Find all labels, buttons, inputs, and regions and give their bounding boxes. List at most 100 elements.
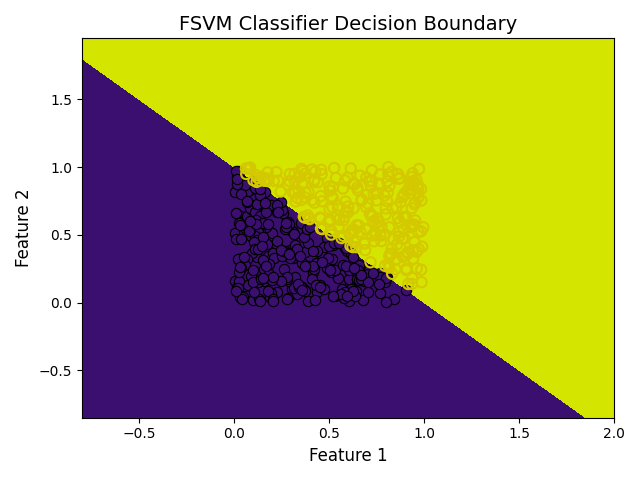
Point xyxy=(278,247,288,255)
Point xyxy=(374,280,384,288)
Point xyxy=(380,230,390,238)
Point xyxy=(412,248,422,255)
Point xyxy=(333,205,343,213)
Point xyxy=(330,266,340,274)
Point xyxy=(276,252,287,260)
Point xyxy=(384,252,394,260)
Point xyxy=(399,191,409,198)
Point xyxy=(359,276,369,284)
Point xyxy=(268,273,278,280)
Point xyxy=(324,183,335,191)
Point xyxy=(293,252,303,259)
Point xyxy=(272,208,282,216)
Point xyxy=(282,295,292,303)
Point xyxy=(244,228,254,235)
Point xyxy=(407,280,417,288)
Point xyxy=(341,292,351,300)
Point xyxy=(412,264,422,272)
Point xyxy=(364,266,374,274)
Point xyxy=(259,265,269,273)
Point xyxy=(255,190,266,198)
Point xyxy=(339,213,349,221)
Point xyxy=(413,181,423,189)
Point xyxy=(406,189,416,197)
Point xyxy=(375,274,385,281)
Point xyxy=(262,168,273,176)
Point xyxy=(381,204,391,212)
Point xyxy=(292,280,303,288)
Point xyxy=(275,246,285,253)
Point xyxy=(338,185,348,192)
Point xyxy=(289,230,299,238)
Point xyxy=(383,261,394,268)
Point xyxy=(243,255,253,263)
Point xyxy=(232,180,243,188)
Point xyxy=(236,176,246,183)
Point xyxy=(346,165,356,172)
Point xyxy=(250,232,260,240)
Point xyxy=(390,265,401,273)
Point xyxy=(381,298,392,306)
Point xyxy=(417,278,427,286)
Point xyxy=(284,219,294,227)
Point xyxy=(323,264,333,271)
Point xyxy=(278,209,288,216)
Point xyxy=(348,243,358,251)
Point xyxy=(261,262,271,269)
Point xyxy=(349,226,360,234)
Point xyxy=(237,295,248,303)
Point xyxy=(275,277,285,285)
Point xyxy=(248,177,259,184)
Point xyxy=(392,204,402,211)
Point xyxy=(367,212,378,220)
Point xyxy=(266,293,276,301)
Point xyxy=(234,294,244,301)
Point xyxy=(232,255,243,263)
Point xyxy=(272,288,282,296)
Point xyxy=(416,266,426,274)
Point xyxy=(318,243,328,251)
Point xyxy=(284,251,294,258)
Point xyxy=(236,191,246,198)
Point xyxy=(383,163,394,171)
Point xyxy=(368,217,378,225)
Point xyxy=(342,174,353,181)
Point xyxy=(354,222,364,229)
Point xyxy=(289,178,300,185)
Point xyxy=(362,226,372,234)
Point xyxy=(252,232,262,240)
Point xyxy=(373,218,383,226)
Point xyxy=(249,288,259,296)
Point xyxy=(310,296,320,303)
Point xyxy=(237,293,248,301)
Point xyxy=(303,297,313,305)
Point xyxy=(390,256,401,264)
Point xyxy=(255,297,265,304)
Point xyxy=(246,206,257,214)
Point xyxy=(312,248,323,255)
Point xyxy=(328,183,338,191)
Point xyxy=(311,259,321,267)
Point xyxy=(319,286,329,293)
Point xyxy=(323,242,333,250)
Point xyxy=(315,214,325,221)
Point xyxy=(355,172,365,180)
Point xyxy=(402,187,412,195)
Point xyxy=(259,277,269,285)
Point xyxy=(358,297,368,304)
Point xyxy=(281,224,291,231)
Point xyxy=(346,249,356,256)
Point xyxy=(243,224,253,231)
Point xyxy=(410,216,420,224)
Point xyxy=(365,212,376,219)
Point xyxy=(406,173,417,181)
Point xyxy=(393,170,403,178)
Point xyxy=(285,247,295,254)
Point xyxy=(282,275,292,282)
Point xyxy=(268,297,278,305)
Point xyxy=(274,200,284,208)
Point xyxy=(360,240,370,248)
Point xyxy=(252,236,262,244)
Point xyxy=(295,173,305,180)
Point xyxy=(303,212,313,219)
